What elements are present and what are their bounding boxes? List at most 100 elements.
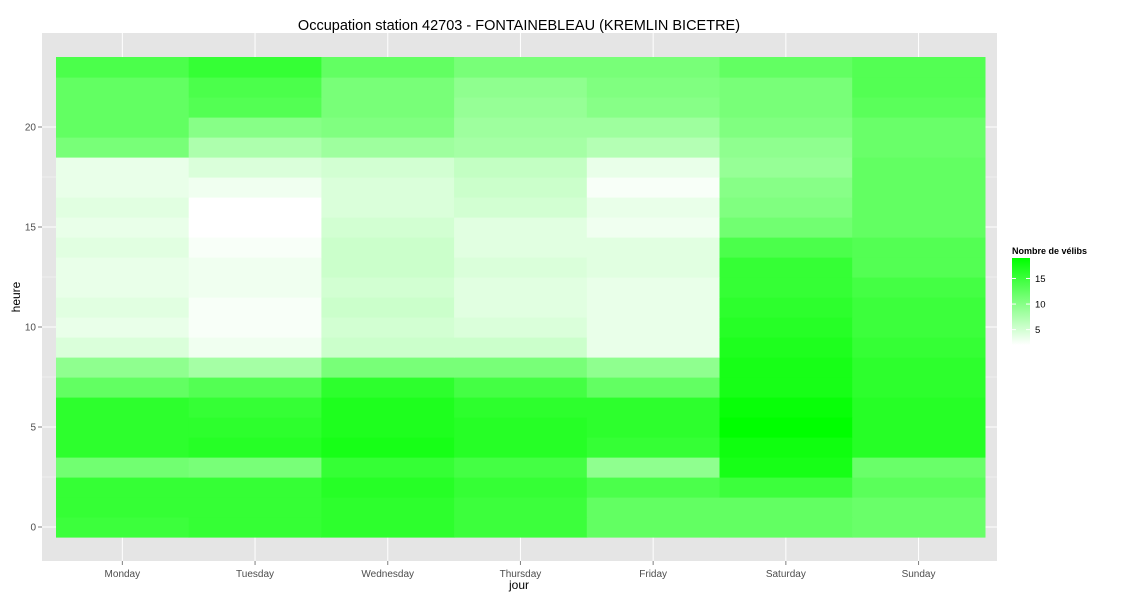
heatmap-cell xyxy=(188,97,322,118)
heatmap-cell xyxy=(852,457,986,478)
heatmap-cell xyxy=(586,357,721,378)
heatmap-cell xyxy=(188,377,322,398)
heatmap-cell xyxy=(454,77,588,98)
heatmap-cell xyxy=(852,177,986,198)
heatmap-cell xyxy=(188,477,322,498)
heatmap-cell xyxy=(454,457,588,478)
heatmap-cell xyxy=(719,397,853,418)
heatmap-cell xyxy=(188,77,322,98)
legend-title: Nombre de vélibs xyxy=(1012,246,1087,256)
heatmap-cell xyxy=(188,57,322,78)
heatmap-cell xyxy=(188,257,322,278)
heatmap-cell xyxy=(719,97,853,118)
heatmap-cell xyxy=(852,317,986,338)
x-tick-label: Sunday xyxy=(902,569,936,580)
heatmap-cell xyxy=(56,457,190,478)
heatmap-cell xyxy=(719,257,853,278)
heatmap-cell xyxy=(454,117,588,138)
heatmap-cell xyxy=(852,137,986,158)
heatmap-cell xyxy=(188,297,322,318)
heatmap-cell xyxy=(852,337,986,358)
heatmap-cell xyxy=(56,477,190,498)
heatmap-cell xyxy=(56,277,190,298)
heatmap-cells xyxy=(56,57,986,538)
heatmap-cell xyxy=(586,417,721,438)
heatmap-cell xyxy=(188,417,322,438)
heatmap-cell xyxy=(56,497,190,518)
heatmap-cell xyxy=(719,497,853,518)
heatmap-cell xyxy=(454,317,588,338)
legend-ticks: 5 10 15 xyxy=(1012,274,1046,336)
heatmap-cell xyxy=(586,97,721,118)
heatmap-cell xyxy=(56,397,190,418)
heatmap-cell xyxy=(852,497,986,518)
heatmap-cell xyxy=(56,77,190,98)
heatmap-cell xyxy=(321,377,455,398)
heatmap-cell xyxy=(188,437,322,458)
heatmap-cell xyxy=(586,117,721,138)
heatmap-cell xyxy=(719,57,853,78)
heatmap-cell xyxy=(321,237,455,258)
heatmap-cell xyxy=(719,437,853,458)
heatmap-cell xyxy=(321,437,455,458)
x-tick-label: Tuesday xyxy=(236,569,274,580)
legend-colorbar xyxy=(1012,258,1030,345)
heatmap-cell xyxy=(586,217,721,238)
heatmap-cell xyxy=(852,77,986,98)
heatmap-cell xyxy=(454,197,588,218)
heatmap-cell xyxy=(56,377,190,398)
y-axis-title: heure xyxy=(9,281,23,312)
heatmap-cell xyxy=(852,237,986,258)
heatmap-cell xyxy=(852,357,986,378)
heatmap-cell xyxy=(719,317,853,338)
heatmap-cell xyxy=(586,157,721,178)
heatmap-cell xyxy=(321,457,455,478)
heatmap-cell xyxy=(852,477,986,498)
heatmap-cell xyxy=(454,477,588,498)
heatmap-cell xyxy=(321,177,455,198)
heatmap-cell xyxy=(188,517,322,538)
heatmap-cell xyxy=(852,57,986,78)
heatmap-cell xyxy=(56,117,190,138)
heatmap-cell xyxy=(454,257,588,278)
heatmap-cell xyxy=(56,237,190,258)
heatmap-cell xyxy=(586,197,721,218)
legend-tick-label: 15 xyxy=(1035,274,1046,285)
heatmap-cell xyxy=(586,257,721,278)
heatmap-cell xyxy=(454,517,588,538)
heatmap-cell xyxy=(586,137,721,158)
heatmap-cell xyxy=(719,297,853,318)
heatmap-cell xyxy=(321,317,455,338)
y-tick-label: 0 xyxy=(30,523,36,534)
heatmap-cell xyxy=(586,317,721,338)
y-axis-ticks: 0 5 10 15 20 xyxy=(25,123,42,534)
heatmap-cell xyxy=(719,197,853,218)
heatmap-cell xyxy=(321,497,455,518)
heatmap-cell xyxy=(852,197,986,218)
heatmap-cell xyxy=(321,137,455,158)
heatmap-cell xyxy=(188,317,322,338)
heatmap-cell xyxy=(454,497,588,518)
heatmap-cell xyxy=(454,157,588,178)
heatmap-cell xyxy=(188,137,322,158)
heatmap-cell xyxy=(188,177,322,198)
heatmap-cell xyxy=(454,217,588,238)
heatmap-cell xyxy=(586,377,721,398)
heatmap-cell xyxy=(454,177,588,198)
heatmap-cell xyxy=(454,417,588,438)
heatmap-cell xyxy=(188,497,322,518)
heatmap-cell xyxy=(454,277,588,298)
heatmap-cell xyxy=(56,517,190,538)
heatmap-cell xyxy=(188,337,322,358)
heatmap-cell xyxy=(719,137,853,158)
heatmap-cell xyxy=(719,417,853,438)
heatmap-cell xyxy=(719,377,853,398)
heatmap-cell xyxy=(56,437,190,458)
heatmap-cell xyxy=(56,217,190,238)
heatmap-cell xyxy=(454,397,588,418)
x-tick-label: Wednesday xyxy=(361,569,414,580)
heatmap-cell xyxy=(56,157,190,178)
heatmap-cell xyxy=(56,137,190,158)
heatmap-cell xyxy=(586,477,721,498)
heatmap-cell xyxy=(321,357,455,378)
